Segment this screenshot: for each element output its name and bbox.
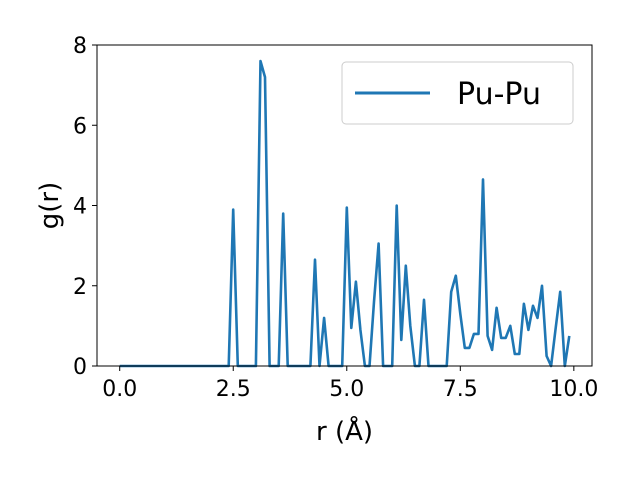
- y-tick-label: 6: [73, 114, 87, 139]
- y-tick-label: 2: [73, 275, 87, 300]
- x-tick-label: 2.5: [216, 377, 251, 402]
- x-tick-label: 10.0: [549, 377, 598, 402]
- legend-box: [341, 61, 574, 125]
- x-tick-label: 5.0: [329, 377, 364, 402]
- y-tick-label: 0: [73, 355, 87, 380]
- legend: Pu-Pu: [341, 61, 574, 125]
- y-tick-label: 4: [73, 195, 87, 220]
- y-axis-label: g(r): [35, 182, 65, 229]
- x-axis-label: r (Å): [316, 415, 373, 447]
- x-tick-label: 0.0: [102, 377, 137, 402]
- y-tick-label: 8: [73, 34, 87, 59]
- axes: 0.0 2.5 5.0 7.5 10.0 0 2 4 6 8: [73, 34, 598, 402]
- x-tick-label: 7.5: [443, 377, 478, 402]
- legend-label: Pu-Pu: [457, 77, 541, 112]
